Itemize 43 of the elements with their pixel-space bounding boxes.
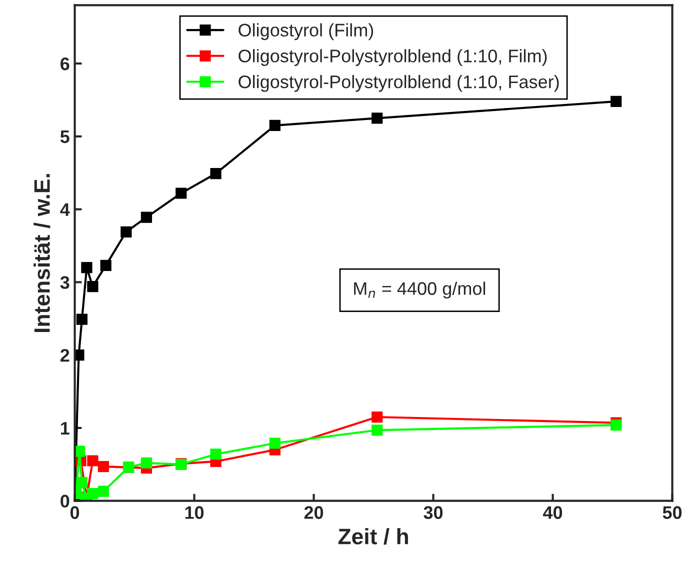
point xyxy=(120,226,132,238)
y-tick-label: 6 xyxy=(60,57,70,70)
point xyxy=(610,96,622,107)
point xyxy=(74,350,84,361)
legend-label: Oligostyrol-Polystyrolblend (1:10, Film) xyxy=(238,49,547,66)
x-tick-label: 10 xyxy=(185,506,204,519)
point xyxy=(372,411,383,423)
x-tick-label: 40 xyxy=(543,506,562,519)
point xyxy=(87,488,98,500)
point xyxy=(176,188,187,199)
point xyxy=(140,457,152,468)
point xyxy=(74,446,86,457)
y-axis-title: Intensität / w.E. xyxy=(34,174,50,332)
legend-label: Oligostyrol (Film) xyxy=(238,23,374,40)
y-tick-label: 3 xyxy=(60,276,70,289)
point xyxy=(100,260,112,271)
annotation: M$_{n}$ = 4400 g/mol xyxy=(354,282,486,299)
point xyxy=(210,168,222,180)
y-tick-label: 2 xyxy=(60,349,70,362)
point xyxy=(81,262,92,274)
x-tick-label: 0 xyxy=(70,506,80,519)
point xyxy=(372,424,383,436)
point xyxy=(76,314,88,325)
point xyxy=(87,280,98,292)
x-tick-label: 30 xyxy=(424,506,443,519)
point xyxy=(87,455,98,466)
point xyxy=(269,438,280,449)
y-tick-label: 5 xyxy=(60,130,70,144)
point xyxy=(76,477,88,488)
point xyxy=(269,120,280,132)
y-tick-label: 1 xyxy=(61,422,70,434)
point xyxy=(98,486,110,497)
point xyxy=(98,461,110,472)
point xyxy=(610,419,622,431)
point xyxy=(372,112,383,124)
x-axis-title: Zeit / h xyxy=(338,528,408,545)
y-tick-label: 4 xyxy=(60,203,70,216)
x-tick-label: 50 xyxy=(662,506,682,519)
point xyxy=(140,212,152,223)
x-tick-label: 20 xyxy=(304,506,324,519)
y-tick-label: 0 xyxy=(60,494,70,508)
legend-label: Oligostyrol-Polystyrolblend (1:10, Faser) xyxy=(238,74,559,92)
point xyxy=(210,448,222,460)
